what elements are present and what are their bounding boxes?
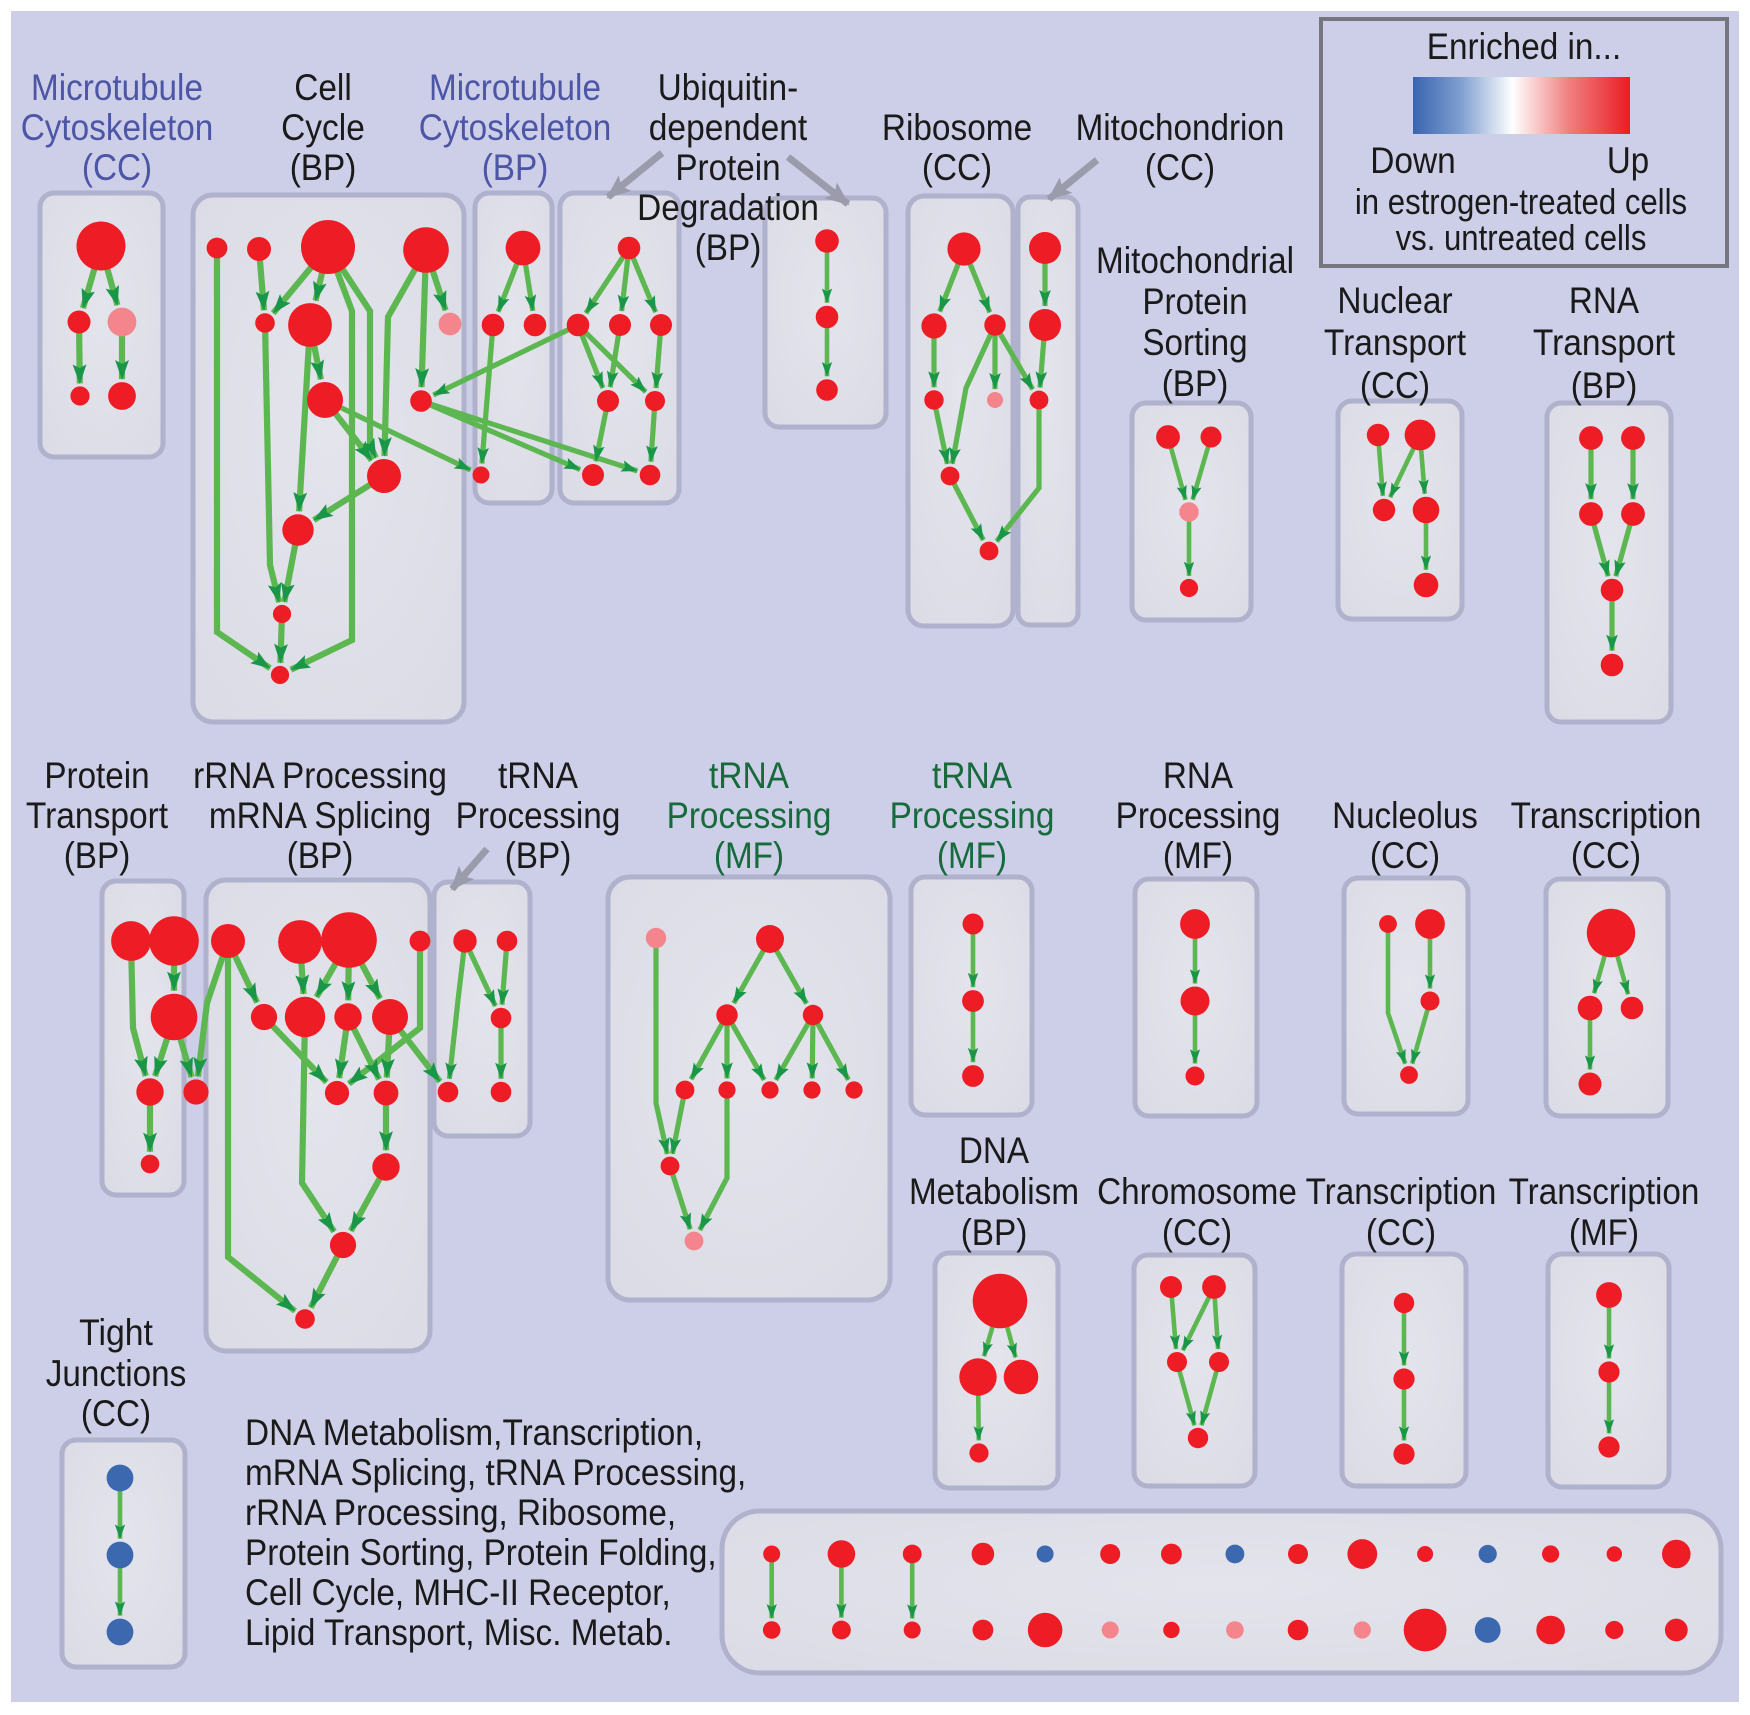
svg-text:RNA: RNA [1569, 280, 1639, 321]
svg-text:rRNA Processing, Ribosome,: rRNA Processing, Ribosome, [245, 1492, 676, 1533]
svg-text:Transcription: Transcription [1306, 1171, 1497, 1212]
svg-text:Enriched in...: Enriched in... [1427, 26, 1621, 67]
svg-text:Cytoskeleton: Cytoskeleton [419, 107, 612, 148]
svg-text:tRNA: tRNA [709, 755, 789, 796]
svg-text:(CC): (CC) [82, 147, 152, 188]
svg-text:Protein: Protein [44, 755, 149, 796]
svg-text:Degradation: Degradation [637, 187, 819, 228]
svg-text:Mitochondrial: Mitochondrial [1096, 240, 1294, 281]
svg-text:Protein Sorting, Protein Foldi: Protein Sorting, Protein Folding, [245, 1532, 717, 1573]
svg-text:(BP): (BP) [1571, 365, 1638, 406]
svg-text:Nucleolus: Nucleolus [1332, 795, 1478, 836]
svg-text:(MF): (MF) [1163, 835, 1233, 876]
svg-text:Transcription: Transcription [1509, 1171, 1700, 1212]
svg-text:Protein: Protein [675, 147, 780, 188]
svg-text:Mitochondrion: Mitochondrion [1076, 107, 1285, 148]
svg-text:in estrogen-treated cells: in estrogen-treated cells [1355, 181, 1687, 222]
svg-text:Processing: Processing [890, 795, 1055, 836]
svg-text:vs. untreated cells: vs. untreated cells [1396, 217, 1647, 258]
svg-text:Cell: Cell [294, 67, 352, 108]
svg-text:(CC): (CC) [922, 147, 992, 188]
svg-text:Lipid Transport, Misc. Metab.: Lipid Transport, Misc. Metab. [245, 1612, 673, 1653]
svg-text:(CC): (CC) [1571, 835, 1641, 876]
svg-text:(BP): (BP) [287, 835, 354, 876]
svg-text:rRNA Processing: rRNA Processing [193, 755, 447, 796]
svg-text:Processing: Processing [667, 795, 832, 836]
svg-text:Cell Cycle, MHC-II Receptor,: Cell Cycle, MHC-II Receptor, [245, 1572, 671, 1613]
svg-text:(CC): (CC) [1162, 1212, 1232, 1253]
svg-text:Cycle: Cycle [281, 107, 365, 148]
svg-text:(MF): (MF) [937, 835, 1007, 876]
svg-text:Protein: Protein [1142, 281, 1247, 322]
svg-text:(BP): (BP) [290, 147, 357, 188]
svg-text:(BP): (BP) [482, 147, 549, 188]
svg-text:Down: Down [1370, 140, 1456, 181]
svg-text:Processing: Processing [456, 795, 621, 836]
svg-text:DNA Metabolism,Transcription,: DNA Metabolism,Transcription, [245, 1412, 703, 1453]
svg-text:Metabolism: Metabolism [909, 1171, 1079, 1212]
svg-text:(BP): (BP) [64, 835, 131, 876]
svg-text:(CC): (CC) [1370, 835, 1440, 876]
svg-text:(BP): (BP) [1162, 363, 1229, 404]
svg-text:(BP): (BP) [505, 835, 572, 876]
svg-text:Microtubule: Microtubule [31, 67, 203, 108]
svg-text:Cytoskeleton: Cytoskeleton [21, 107, 214, 148]
svg-text:Junctions: Junctions [46, 1353, 186, 1394]
svg-text:dependent: dependent [649, 107, 808, 148]
svg-text:Microtubule: Microtubule [429, 67, 601, 108]
svg-text:Up: Up [1607, 140, 1649, 181]
svg-text:(MF): (MF) [714, 835, 784, 876]
svg-text:(CC): (CC) [1145, 147, 1215, 188]
svg-text:Transcription: Transcription [1511, 795, 1702, 836]
svg-text:(MF): (MF) [1569, 1212, 1639, 1253]
svg-text:Nuclear: Nuclear [1337, 280, 1452, 321]
svg-text:Transport: Transport [1324, 322, 1467, 363]
svg-text:(CC): (CC) [1366, 1212, 1436, 1253]
svg-text:(CC): (CC) [1360, 365, 1430, 406]
svg-text:RNA: RNA [1163, 755, 1233, 796]
svg-text:Transport: Transport [26, 795, 169, 836]
svg-text:tRNA: tRNA [932, 755, 1012, 796]
svg-text:tRNA: tRNA [498, 755, 578, 796]
svg-text:Ubiquitin-: Ubiquitin- [658, 67, 798, 108]
svg-text:Processing: Processing [1116, 795, 1281, 836]
svg-text:Transport: Transport [1533, 322, 1676, 363]
svg-text:Chromosome: Chromosome [1097, 1171, 1297, 1212]
svg-text:Sorting: Sorting [1142, 322, 1247, 363]
svg-text:(CC): (CC) [81, 1393, 151, 1434]
svg-text:Tight: Tight [79, 1312, 153, 1353]
svg-text:DNA: DNA [959, 1130, 1029, 1171]
svg-text:Ribosome: Ribosome [882, 107, 1032, 148]
svg-text:mRNA Splicing: mRNA Splicing [209, 795, 431, 836]
svg-text:mRNA Splicing, tRNA Processing: mRNA Splicing, tRNA Processing, [245, 1452, 746, 1493]
svg-text:(BP): (BP) [695, 227, 762, 268]
svg-text:(BP): (BP) [961, 1212, 1028, 1253]
